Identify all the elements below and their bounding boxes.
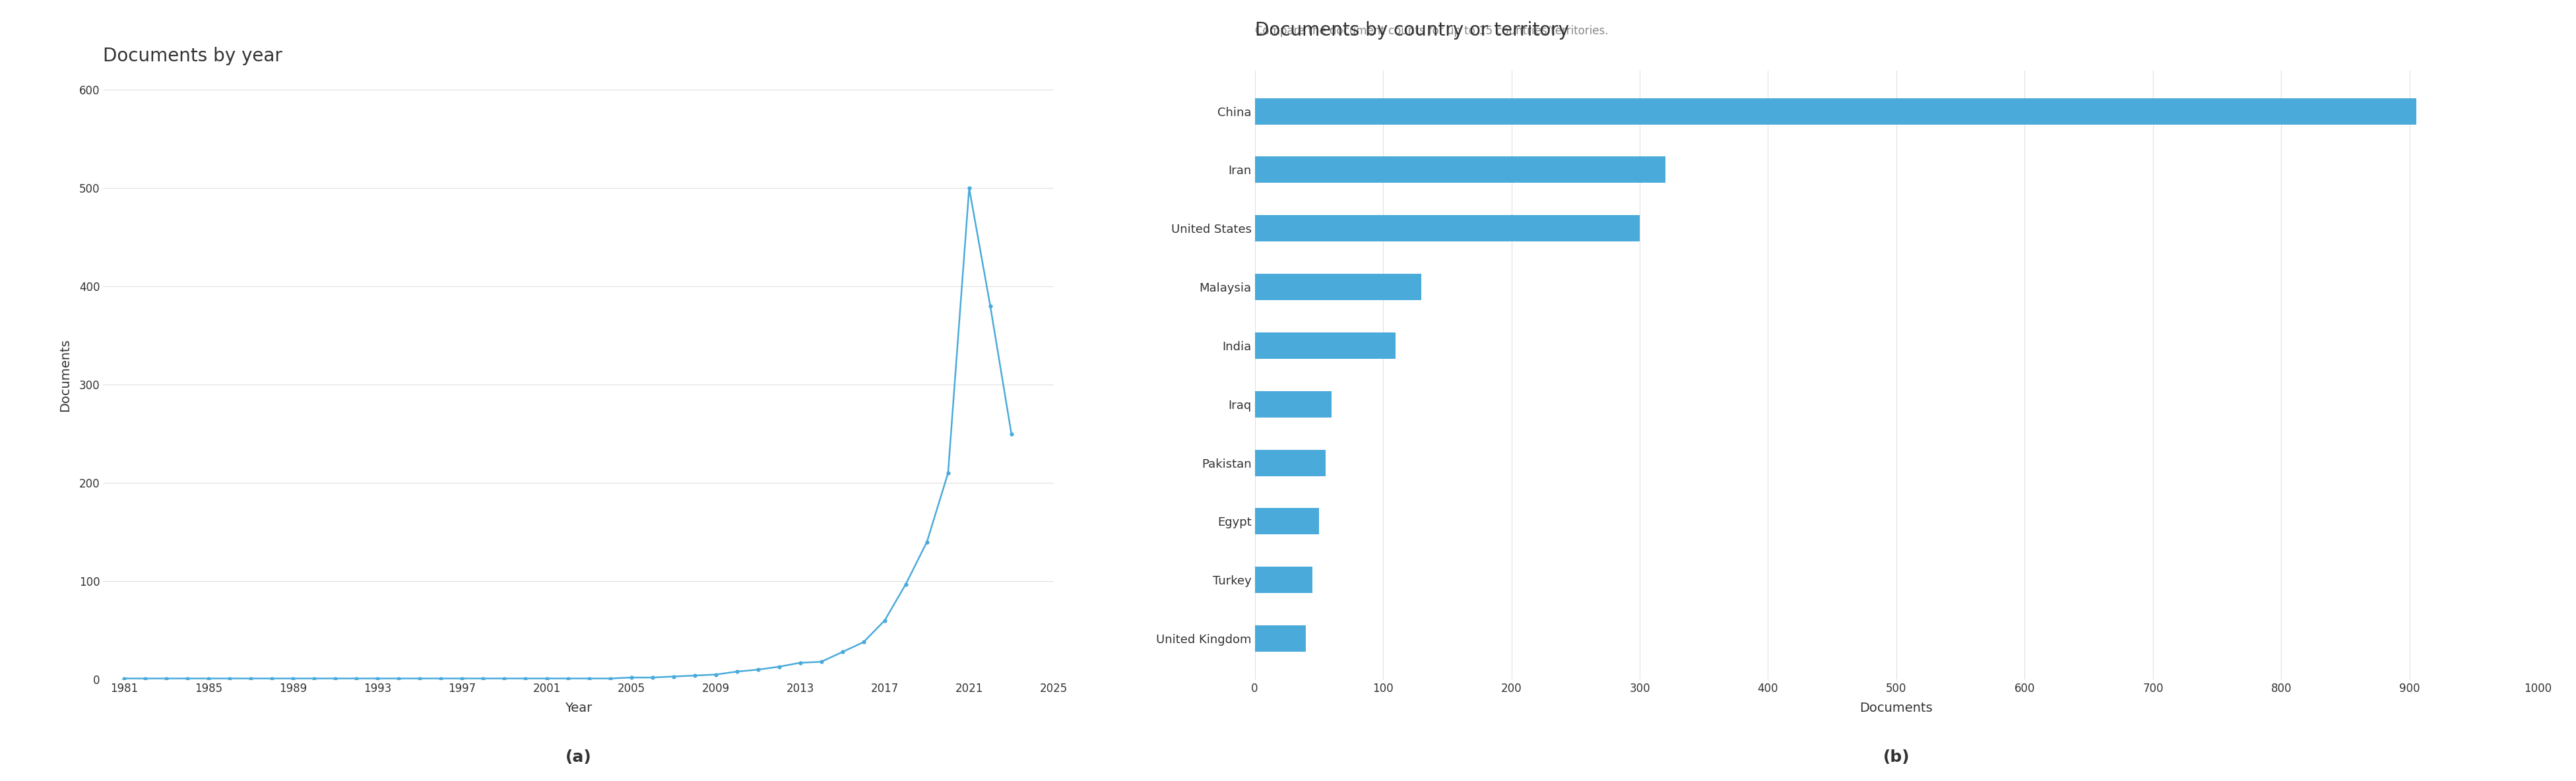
Bar	[1255, 567, 1311, 594]
Text: Compare the document counts for up to 15 countries/territories.: Compare the document counts for up to 15…	[1255, 25, 1607, 37]
Text: Documents by year: Documents by year	[103, 47, 283, 65]
Bar	[1255, 450, 1324, 476]
Bar	[1255, 391, 1332, 417]
Text: (a): (a)	[564, 750, 592, 765]
Bar	[1255, 216, 1638, 241]
Bar	[1255, 98, 2416, 124]
Bar	[1255, 333, 1396, 358]
Bar	[1255, 508, 1319, 534]
Bar	[1255, 626, 1306, 652]
Y-axis label: Documents: Documents	[59, 338, 72, 412]
Text: Documents by country or territory: Documents by country or territory	[1255, 21, 1569, 39]
Text: (b): (b)	[1883, 750, 1909, 765]
Bar	[1255, 156, 1664, 183]
X-axis label: Year: Year	[564, 702, 592, 715]
Bar	[1255, 274, 1422, 300]
X-axis label: Documents: Documents	[1860, 702, 1932, 715]
